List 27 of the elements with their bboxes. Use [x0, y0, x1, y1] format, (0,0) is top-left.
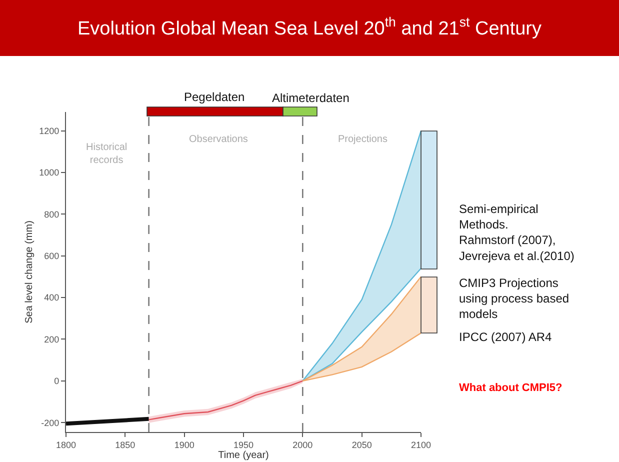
y-tick-label: 400	[44, 292, 60, 303]
text: What about CMPI5?	[459, 382, 563, 394]
x-tick-label: 2000	[292, 440, 313, 450]
y-tick-label: 600	[44, 250, 60, 261]
y-tick-label: 1000	[39, 168, 60, 178]
annotation: Observations	[189, 134, 248, 145]
y-tick-label: 0	[54, 376, 60, 386]
x-tick-label: 1900	[174, 440, 194, 450]
annotation: Historical records	[86, 142, 128, 166]
text: Semi-empirical Methods. Rahmstorf (2007), Jevrejeva et al.(2010)	[459, 202, 574, 263]
chart-title: Evolution Global Mean Sea Level 20$^{th}$ and 21$^{st}$ Century	[77, 14, 542, 40]
x-tick-label: 1950	[233, 440, 254, 450]
y-tick-label: 1200	[39, 126, 60, 136]
y-tick-label: 800	[44, 209, 60, 220]
text: IPCC (2007) AR4	[459, 330, 552, 344]
x-tick-label: 2100	[410, 440, 432, 450]
text: Altimeterdaten	[272, 91, 350, 105]
x-axis-title: Time (year)	[218, 450, 269, 461]
y-tick-label: -200	[41, 418, 60, 428]
x-tick-label: 1850	[115, 440, 136, 450]
text: Pegeldaten	[184, 90, 245, 104]
x-tick-label: 2050	[352, 440, 372, 450]
text: CMIP3 Projections using process based models	[459, 276, 570, 322]
y-tick-label: 200	[44, 334, 60, 344]
x-tick-label: 1800	[56, 440, 76, 450]
annotation: Projections	[338, 134, 388, 145]
y-axis-title: Sea level change (mm)	[24, 220, 36, 324]
